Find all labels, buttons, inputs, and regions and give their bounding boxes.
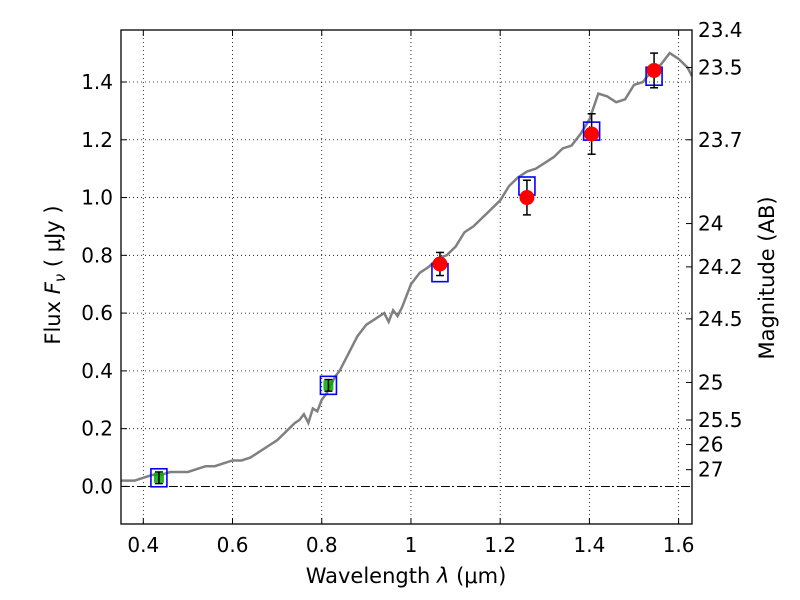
observed-photometry-point [519,190,535,206]
y-axis-label-sub: ν [51,274,69,282]
ticks [121,29,692,524]
x-tick-label: 1.4 [573,533,605,557]
mag-tick-label: 24.5 [698,307,743,331]
y-tick-label: 1.0 [81,186,113,210]
x-tick-label: 0.4 [127,533,159,557]
spectrum-line [121,51,692,482]
mag-tick-label: 25 [698,370,723,394]
mag-tick-label: 24.2 [698,255,743,279]
y-axis-label: Flux Fν ( μJy ) [41,205,69,344]
model-photometry-point [150,467,168,488]
observed-photometry-point [584,126,600,142]
y-tick-label: 0.6 [81,301,113,325]
x-tick-label: 1 [405,533,418,557]
y-tick-label: 0.8 [81,243,113,267]
mag-tick-label: 25.5 [698,408,743,432]
tick-labels: 0.4 0.6 0.8 1 1.2 1.4 1.6 0.0 0.2 0.4 0.6 0.8 1.0 1.2… [81,18,742,557]
model-photometry-point [319,375,338,396]
mag-tick-label: 23.5 [698,56,743,80]
y-tick-label: 0.0 [81,474,113,498]
x-tick-label: 0.6 [217,533,249,557]
mag-tick-label: 23.4 [698,18,743,42]
mag-tick-label: 24 [698,212,723,236]
y-axis-label-text: Flux [41,294,65,344]
mag-tick-label: 27 [698,458,723,482]
y-tick-label: 1.4 [81,70,113,94]
plot-frame [120,29,693,525]
x-tick-label: 0.8 [306,533,338,557]
y-axis-label-unit: ( μJy ) [41,205,65,273]
x-tick-label: 1.6 [663,533,695,557]
mag-tick-label: 26 [698,433,723,457]
grid [121,30,692,524]
x-axis-label-var: λ [436,564,449,588]
y-axis-label-var: F [41,281,65,294]
observed-photometry-point [646,62,662,78]
y-tick-label: 0.2 [81,417,113,441]
y2-axis-label: Magnitude (AB) [755,196,779,359]
x-tick-label: 1.2 [484,533,516,557]
y-tick-label: 0.4 [81,359,113,383]
markers [150,52,663,488]
x-axis-label-unit: (μm) [449,564,506,588]
y-tick-label: 1.2 [81,128,113,152]
x-axis-label: Wavelength λ (μm) [306,564,507,588]
mag-tick-label: 23.7 [698,128,743,152]
observed-photometry-point [432,256,448,272]
x-axis-label-text: Wavelength [306,564,437,588]
